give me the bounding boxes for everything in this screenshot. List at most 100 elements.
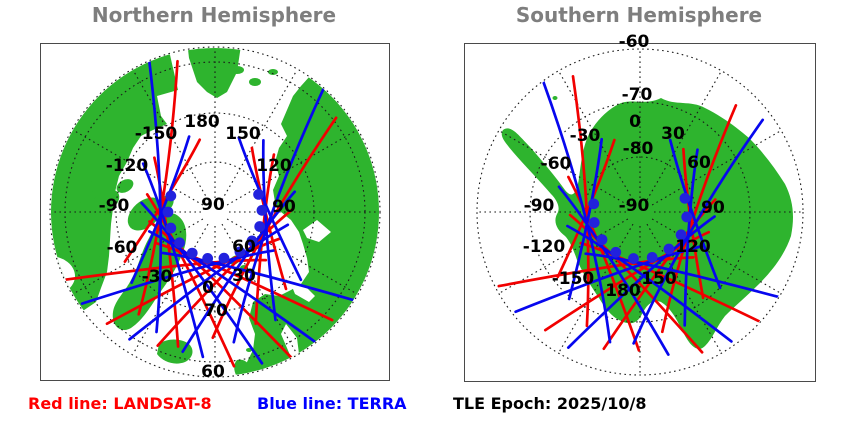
graticule-label: -30 (570, 126, 601, 146)
landmass (211, 77, 219, 83)
orbit-dot (165, 222, 177, 234)
orbit-dot (165, 190, 177, 202)
landsat8-track (571, 74, 590, 328)
graticule-label: -30 (142, 267, 173, 287)
graticule-label: 60 (232, 237, 256, 257)
legend-landsat8: Red line: LANDSAT-8 (28, 394, 212, 413)
landsat8-track (602, 198, 717, 351)
north-map-svg: 180 -150 150 -120 120 -90 90 90 -60 60 -30 30 0 70 60 (49, 46, 381, 382)
landmass (90, 189, 120, 215)
landmass (157, 339, 193, 364)
terra-track (668, 138, 722, 290)
graticule-label: -150 (552, 269, 595, 289)
graticule-label: 90 (272, 197, 296, 217)
graticule-label: 180 (605, 281, 641, 301)
orbit-dot (610, 246, 622, 258)
landmass (186, 48, 243, 98)
graticule-label: -120 (523, 237, 566, 257)
orbit-dot (234, 246, 246, 258)
graticule-label: -80 (623, 139, 654, 159)
landmass (291, 284, 315, 302)
tracks-layer (64, 55, 357, 368)
terra-track (161, 251, 357, 302)
graticule-label: 30 (661, 124, 685, 144)
southern-hemisphere-map: -60 -70 0 -30 30 -80 -60 60 -90 -90 90 -120 120 -150 1… (464, 32, 816, 382)
graticule-labels: -60 -70 0 -30 30 -80 -60 60 -90 -90 90 -120 120 -150 1… (523, 32, 725, 301)
terra-track (261, 138, 277, 322)
latitude-circle (476, 48, 804, 376)
south-map-svg: -60 -70 0 -30 30 -80 -60 60 -90 -90 90 -120 120 -150 1… (476, 32, 804, 376)
graticule-label: 180 (184, 112, 220, 132)
landsat8-track (567, 175, 641, 352)
northern-hemisphere-map: 180 -150 150 -120 120 -90 90 90 -60 60 -30 30 0 70 60 (40, 43, 390, 382)
graticule-labels: 180 -150 150 -120 120 -90 90 90 -60 60 -30 30 0 70 60 (99, 112, 296, 382)
graticule-label: -90 (524, 196, 555, 216)
terra-track (237, 136, 303, 282)
terra-track (140, 201, 264, 365)
landsat8-track (543, 230, 711, 332)
graticule-label: 0 (202, 278, 214, 298)
landmass (303, 220, 331, 242)
orbit-dot (588, 217, 600, 228)
landmass (268, 69, 278, 75)
terra-track (557, 185, 670, 356)
orbit-dot (186, 247, 198, 259)
legend-terra: Blue line: TERRA (257, 394, 407, 413)
south-map-title: Southern Hemisphere (515, 3, 763, 27)
orbit-dot (646, 251, 658, 263)
graticule-label: 60 (687, 153, 711, 173)
tracks-layer (497, 74, 781, 356)
orbit-dot (246, 235, 258, 247)
graticule-label: 30 (232, 266, 256, 286)
orbit-dot (681, 211, 693, 223)
graticule-label: 150 (225, 124, 261, 144)
terra-track (128, 223, 290, 341)
graticule-label: 70 (204, 301, 228, 321)
terra-track (567, 137, 604, 301)
landmass (238, 48, 379, 376)
orbit-dot (162, 206, 174, 218)
latitude-circle (49, 46, 381, 378)
terra-track (514, 244, 705, 314)
orbit-dot (254, 221, 266, 232)
graticule-label: 90 (201, 195, 225, 215)
landmass (486, 138, 492, 142)
graticule-label: 90 (701, 198, 725, 218)
graticule-label: -120 (106, 156, 149, 176)
graticule-label: -70 (622, 85, 653, 105)
graticule-label: 0 (629, 112, 641, 132)
landsat8-track (156, 207, 295, 347)
orbit-dot (202, 253, 214, 264)
orbit-dot (628, 253, 639, 264)
terra-track (181, 190, 297, 354)
landmass (246, 348, 252, 352)
terra-track (80, 249, 275, 305)
terra-track (683, 148, 699, 327)
graticule-label: -150 (135, 124, 178, 144)
orbit-dot (596, 234, 608, 246)
orbit-dot (256, 204, 268, 216)
graticule-label: -90 (99, 196, 130, 216)
orbit-dot (663, 243, 675, 255)
landmass (249, 78, 261, 86)
terra-track (232, 88, 325, 344)
landsat8-track (137, 59, 179, 316)
graticule-label: 120 (675, 237, 711, 257)
landmass (552, 96, 558, 100)
orbit-dot (174, 237, 185, 249)
land-layer (51, 48, 379, 376)
orbit-dot (218, 252, 230, 264)
terra-track (147, 230, 317, 343)
graticule-label: 60 (201, 362, 225, 382)
graticule-label: 150 (641, 269, 677, 289)
graticule-label: 120 (256, 156, 292, 176)
orbit-dots (162, 188, 268, 264)
landmass (230, 66, 244, 74)
terra-track (584, 252, 781, 299)
graticule-label: -60 (107, 238, 138, 258)
graticule-label: -60 (541, 154, 572, 174)
graticule-label: -90 (619, 196, 650, 216)
graticule-layer (49, 46, 381, 378)
orbit-dot (588, 198, 600, 210)
